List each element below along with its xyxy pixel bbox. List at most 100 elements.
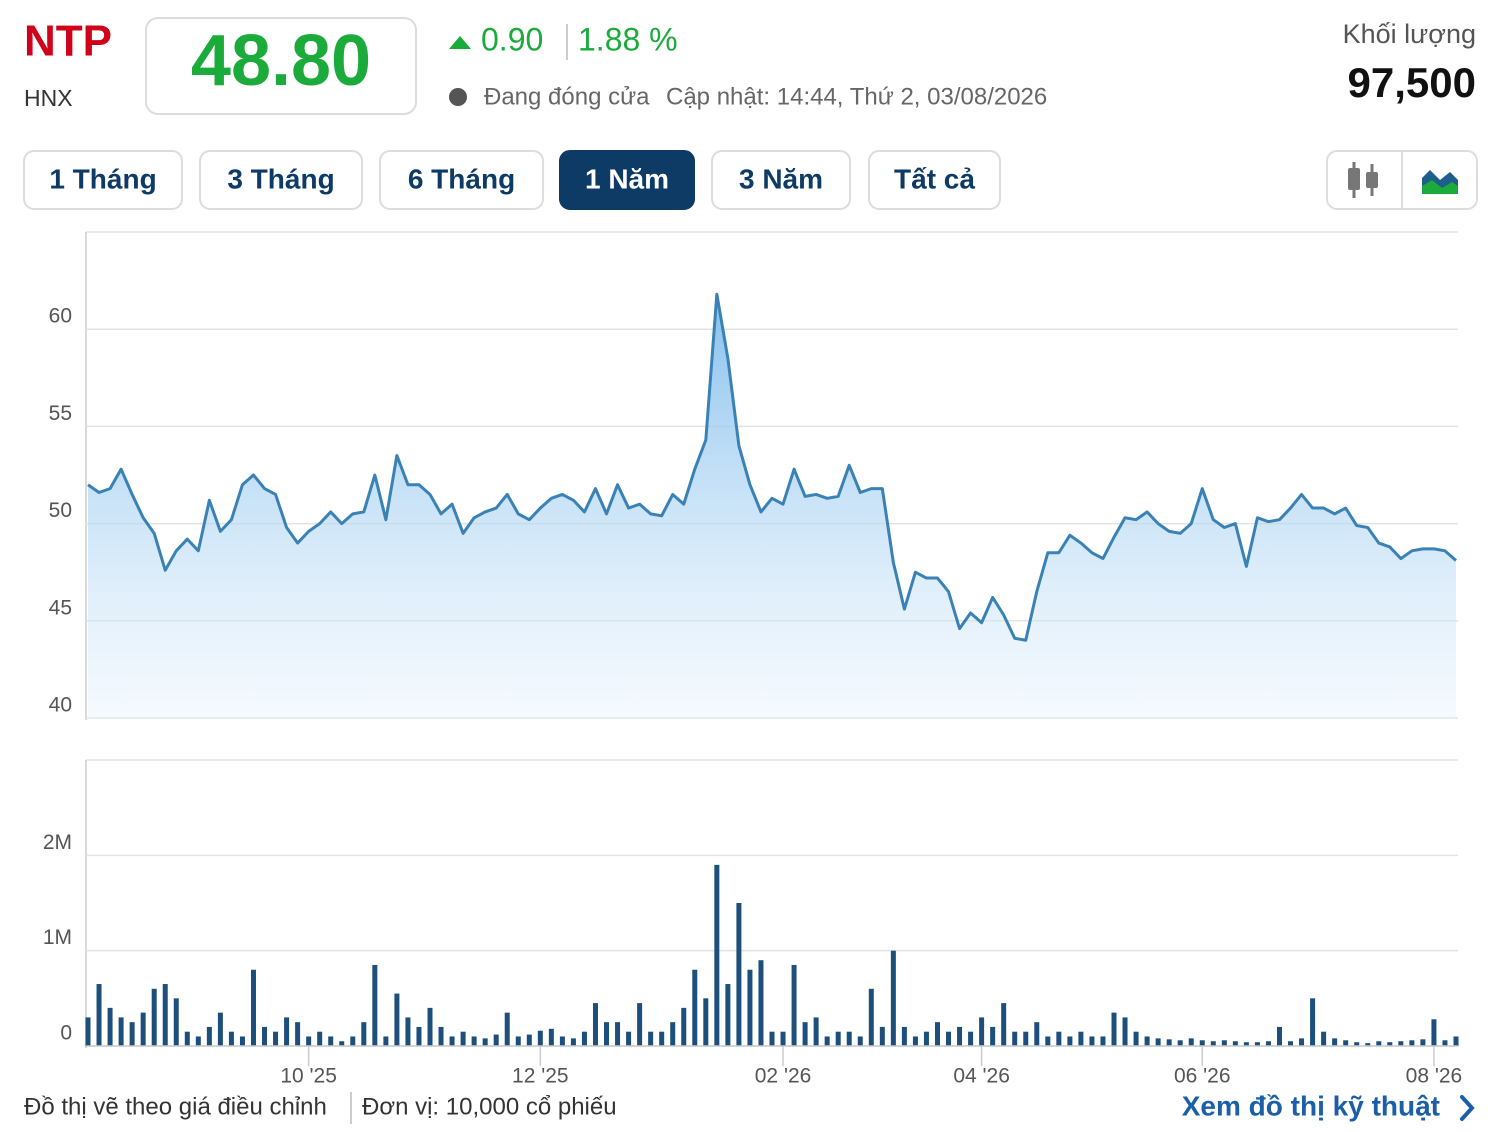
tab-button[interactable] bbox=[23, 150, 183, 210]
y-tick-label: 2M bbox=[43, 831, 72, 854]
volume-bar bbox=[648, 1031, 654, 1046]
volume-bar bbox=[1321, 1031, 1327, 1046]
volume-bar bbox=[262, 1026, 268, 1046]
tab-label[interactable]: 1 Năm bbox=[585, 163, 669, 194]
volume-bar bbox=[1166, 1039, 1172, 1046]
y-tick-label: 55 bbox=[49, 402, 72, 425]
volume-bar bbox=[791, 964, 797, 1046]
volume-bar bbox=[284, 1017, 290, 1046]
volume-bar bbox=[802, 1022, 808, 1046]
tab-button[interactable] bbox=[559, 150, 695, 210]
y-tick-label: 50 bbox=[49, 499, 72, 522]
technical-chart-link[interactable]: Xem đồ thị kỹ thuật bbox=[1182, 1090, 1440, 1121]
volume-bar bbox=[438, 1026, 444, 1046]
link-chevron[interactable] bbox=[1460, 1095, 1475, 1121]
candlestick-button[interactable] bbox=[1328, 152, 1401, 208]
volume-bar bbox=[250, 969, 256, 1046]
volume-bar bbox=[295, 1022, 301, 1046]
volume-bar bbox=[140, 1012, 146, 1046]
tab-label[interactable]: 3 Tháng bbox=[227, 163, 334, 194]
volume-bar bbox=[670, 1022, 676, 1046]
volume-bar bbox=[1122, 1017, 1128, 1046]
tab-label[interactable]: 3 Năm bbox=[739, 163, 823, 194]
volume-bar bbox=[1100, 1036, 1106, 1046]
price: 48.80 bbox=[191, 21, 371, 101]
volume-bar bbox=[615, 1022, 621, 1046]
volume-bar bbox=[339, 1041, 345, 1046]
x-tick-label: 02 '26 bbox=[755, 1065, 812, 1088]
volume-bar bbox=[1409, 1040, 1415, 1046]
tab-button[interactable] bbox=[199, 150, 363, 210]
volume-bar bbox=[449, 1036, 455, 1046]
volume-bar bbox=[923, 1031, 929, 1046]
volume-bar bbox=[107, 1007, 113, 1046]
volume-bar bbox=[273, 1031, 279, 1046]
volume-bar bbox=[747, 969, 753, 1046]
area-button[interactable] bbox=[1403, 152, 1476, 208]
volume-bar bbox=[1155, 1038, 1161, 1046]
y-tick-label: 0 bbox=[60, 1022, 72, 1045]
tab-button[interactable] bbox=[868, 150, 1001, 210]
candlestick-hit[interactable] bbox=[1328, 152, 1401, 208]
volume-bar bbox=[703, 998, 709, 1046]
volume-bar bbox=[118, 1017, 124, 1046]
volume-bar bbox=[835, 1031, 841, 1046]
volume-bar bbox=[548, 1028, 554, 1046]
volume-bar bbox=[526, 1034, 532, 1046]
change-pct: 1.88 % bbox=[578, 21, 678, 57]
tab-button[interactable] bbox=[379, 150, 544, 210]
volume-bar bbox=[1023, 1031, 1029, 1046]
tab-label[interactable]: 6 Tháng bbox=[408, 163, 515, 194]
volume-bar bbox=[217, 1012, 223, 1046]
volume-bar bbox=[1276, 1026, 1282, 1046]
volume-bar bbox=[692, 969, 698, 1046]
tab-label[interactable]: Tất cả bbox=[894, 163, 975, 194]
candle-body bbox=[1366, 172, 1378, 188]
volume-bar bbox=[1343, 1040, 1349, 1046]
change: 0.90 bbox=[481, 21, 543, 57]
volume-bar bbox=[184, 1031, 190, 1046]
volume-bar bbox=[1056, 1031, 1062, 1046]
volume-bar bbox=[1332, 1038, 1338, 1046]
volume-bar bbox=[493, 1034, 499, 1046]
symbol: NTP bbox=[24, 17, 112, 66]
volume-bar bbox=[1354, 1042, 1360, 1046]
volume-bar bbox=[1310, 998, 1316, 1046]
volume-bar bbox=[151, 988, 157, 1046]
volume-bar bbox=[482, 1038, 488, 1046]
price-line bbox=[87, 292, 1457, 642]
volume-bar bbox=[1045, 1036, 1051, 1046]
volume-bar bbox=[736, 903, 742, 1046]
exchange: HNX bbox=[24, 85, 73, 111]
y-tick-label: 45 bbox=[49, 596, 72, 619]
candle-body bbox=[1348, 168, 1360, 190]
volume-bar bbox=[957, 1026, 963, 1046]
tab-label[interactable]: 1 Tháng bbox=[49, 163, 156, 194]
volume-bar bbox=[758, 960, 764, 1046]
volume-bar bbox=[1376, 1041, 1382, 1046]
volume-bar bbox=[1420, 1039, 1426, 1046]
volume-bar bbox=[471, 1036, 477, 1046]
volume-bar bbox=[228, 1031, 234, 1046]
x-tick-label: 12 '25 bbox=[512, 1065, 569, 1088]
volume-bar bbox=[1288, 1041, 1294, 1046]
volume-bar bbox=[559, 1036, 565, 1046]
volume-bar bbox=[206, 1026, 212, 1046]
volume-bar bbox=[626, 1031, 632, 1046]
volume-bar bbox=[990, 1026, 996, 1046]
volume-bar bbox=[427, 1007, 433, 1046]
volume-bar bbox=[912, 1036, 918, 1046]
volume-bar bbox=[659, 1031, 665, 1046]
volume-bar bbox=[405, 1017, 411, 1046]
area-icon-front bbox=[1422, 180, 1458, 194]
tab-button[interactable] bbox=[711, 150, 851, 210]
volume-bar bbox=[1265, 1041, 1271, 1046]
price-box bbox=[145, 17, 417, 115]
volume-bar bbox=[1232, 1041, 1238, 1046]
volume-bar bbox=[317, 1031, 323, 1046]
volume-bar bbox=[979, 1017, 985, 1046]
volume-bar bbox=[1453, 1036, 1459, 1046]
volume-bar bbox=[890, 950, 896, 1046]
volume-bar bbox=[1254, 1042, 1260, 1046]
volume-bar bbox=[604, 1022, 610, 1046]
